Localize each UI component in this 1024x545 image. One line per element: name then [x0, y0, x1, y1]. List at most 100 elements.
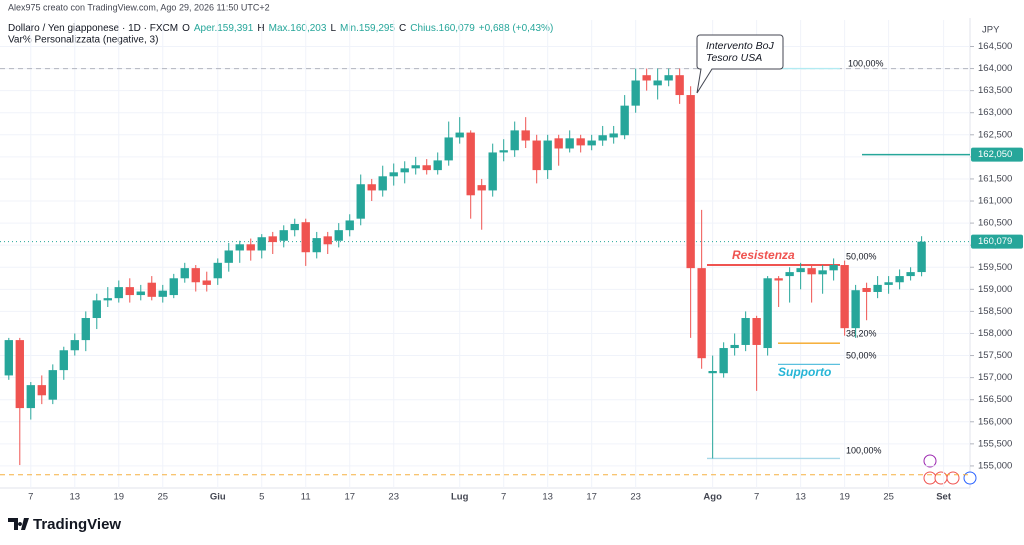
candle-body: [136, 291, 145, 296]
candle-body: [81, 318, 90, 341]
callout-text: Tesoro USA: [706, 52, 762, 64]
candle-body: [697, 268, 706, 359]
candle-body: [92, 300, 101, 319]
candle-body: [587, 140, 596, 146]
candle-body: [818, 270, 827, 275]
candle-body: [466, 132, 475, 196]
candle-body: [224, 250, 233, 263]
y-tick-label: 156,000: [978, 416, 1012, 427]
y-tick-label: 157,000: [978, 372, 1012, 383]
y-tick-label: 158,500: [978, 306, 1012, 317]
candle-body: [631, 80, 640, 106]
quote-value: +0,688 (+0,43%): [479, 23, 554, 34]
candle-body: [664, 75, 673, 81]
candle-body: [15, 340, 24, 409]
quote-value: Max.160,203: [269, 23, 327, 34]
candle-body: [422, 165, 431, 171]
candle-body: [829, 265, 838, 271]
candle-body: [807, 268, 816, 275]
x-tick-label: Ago: [703, 492, 722, 503]
fib-label: 50,00%: [846, 350, 877, 360]
candle-body: [312, 238, 321, 253]
x-tick-label: 5: [259, 492, 264, 503]
fib-label: 50,00%: [846, 251, 877, 261]
candle-body: [653, 80, 662, 86]
price-label-box: [971, 234, 1023, 249]
candle-body: [895, 276, 904, 283]
event-icon: [923, 454, 937, 468]
candle-body: [301, 222, 310, 253]
candle-body: [213, 262, 222, 279]
candle-body: [268, 236, 277, 243]
candle-body: [642, 75, 651, 81]
candle-body: [763, 278, 772, 349]
x-tick-label: 17: [344, 492, 355, 503]
y-tick-label: 159,000: [978, 284, 1012, 295]
candle-body: [862, 287, 871, 292]
resistance-label: Resistenza: [732, 248, 795, 262]
candle-body: [554, 138, 563, 149]
brand: TradingView: [33, 516, 121, 533]
candle-body: [851, 290, 860, 329]
candle-body: [840, 265, 849, 329]
y-tick-label: 157,500: [978, 350, 1012, 361]
event-icon: [946, 471, 960, 485]
event-icon: [923, 471, 937, 485]
candle-body: [675, 75, 684, 96]
candle-body: [565, 138, 574, 149]
candle-body: [400, 168, 409, 173]
x-tick-label: 19: [113, 492, 124, 503]
candle-body: [147, 282, 156, 297]
candle-body: [532, 140, 541, 171]
y-tick-label: 164,000: [978, 63, 1012, 74]
candle-body: [367, 184, 376, 191]
candle-body: [477, 185, 486, 191]
y-tick-label: 155,500: [978, 438, 1012, 449]
candle-body: [719, 348, 728, 374]
x-tick-label: Giu: [210, 492, 226, 503]
candle-body: [510, 130, 519, 151]
x-tick-label: 25: [157, 492, 168, 503]
indicator: Var% Personalizzata (negative, 3): [8, 35, 158, 46]
candle-body: [455, 132, 464, 138]
x-tick-label: 13: [69, 492, 80, 503]
candle-body: [884, 282, 893, 285]
y-tick-label: 158,000: [978, 328, 1012, 339]
x-tick-label: 7: [501, 492, 506, 503]
candle-body: [378, 176, 387, 191]
candle-body: [411, 165, 420, 169]
quote-value: Aper.159,391: [194, 23, 254, 34]
credit: Alex975 creato con TradingView.com, Ago …: [8, 2, 270, 12]
candle-body: [752, 318, 761, 345]
candle-body: [873, 284, 882, 292]
logo: TradingView: [8, 516, 121, 533]
candle-body: [158, 290, 167, 297]
candle-body: [917, 241, 926, 273]
candle-body: [114, 287, 123, 299]
support-label: Supporto: [778, 365, 831, 379]
x-tick-label: Lug: [451, 492, 469, 503]
candle-body: [620, 105, 629, 136]
candle-body: [246, 244, 255, 251]
fib-label: 38,20%: [846, 328, 877, 338]
y-tick-label: 161,000: [978, 196, 1012, 207]
candle-body: [235, 244, 244, 251]
candle-body: [59, 350, 68, 371]
candles: [4, 68, 926, 466]
candle-body: [334, 230, 343, 241]
price-label: 162,050: [978, 149, 1012, 160]
y-tick-label: 155,000: [978, 460, 1012, 471]
x-tick-label: 7: [754, 492, 759, 503]
candle-body: [521, 130, 530, 141]
candle-body: [180, 268, 189, 279]
candle-body: [48, 370, 57, 400]
candle-body: [785, 272, 794, 277]
symbol-line: Dollaro / Yen giapponese · 1D · FXCM O Ape…: [8, 23, 553, 34]
x-tick-label: 11: [301, 492, 311, 503]
candle-body: [26, 385, 35, 409]
candle-body: [499, 150, 508, 153]
candle-body: [279, 230, 288, 241]
